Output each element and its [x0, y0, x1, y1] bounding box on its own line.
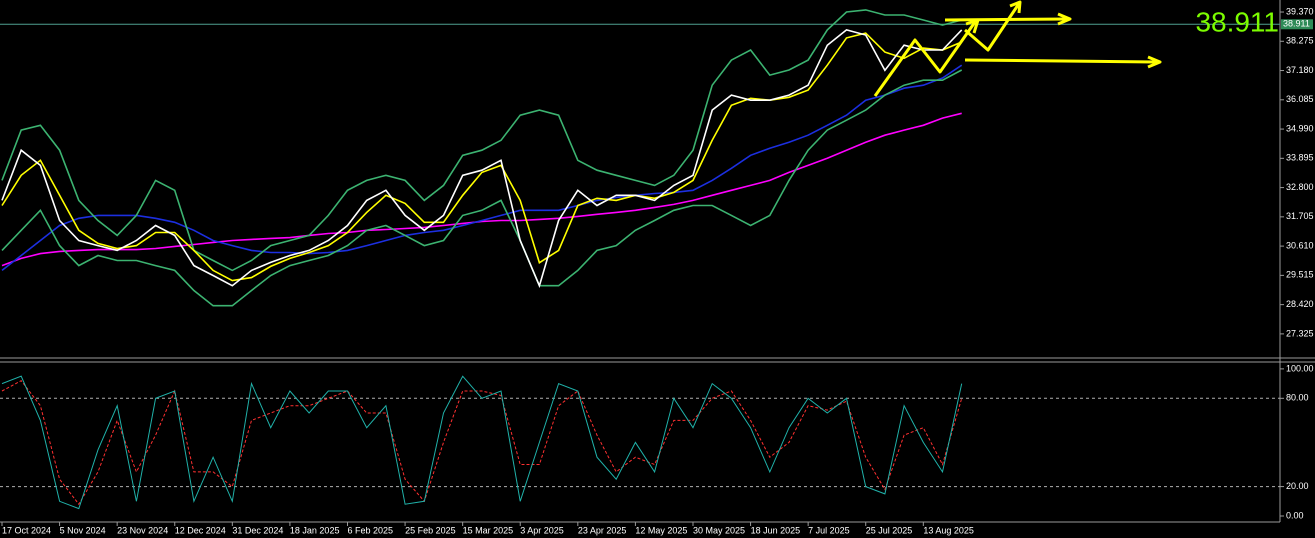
- x-tick-label: 15 Mar 2025: [463, 525, 514, 535]
- y-tick-label: 30.610: [1286, 240, 1314, 250]
- x-tick-label: 7 Jul 2025: [808, 525, 850, 535]
- series-line: [1, 32, 963, 282]
- y-tick-label: 29.515: [1286, 270, 1314, 280]
- x-tick-label: 3 Apr 2025: [520, 525, 564, 535]
- y-tick-label: 80.00: [1286, 393, 1309, 403]
- series-line: [1, 64, 963, 272]
- series-line: [1, 29, 963, 289]
- annotation-zigzag: [873, 21, 977, 97]
- series-line: [1, 112, 962, 267]
- y-tick-label: 37.180: [1286, 65, 1314, 75]
- series-line: [1, 69, 963, 307]
- y-tick-label: 38.275: [1286, 36, 1314, 46]
- x-tick-label: 13 Aug 2025: [923, 525, 974, 535]
- x-tick-label: 5 Nov 2024: [60, 525, 106, 535]
- y-tick-label: 31.705: [1286, 211, 1314, 221]
- y-tick-label: 32.800: [1286, 182, 1314, 192]
- x-tick-label: 23 Apr 2025: [578, 525, 627, 535]
- y-tick-label: 34.990: [1286, 123, 1314, 133]
- x-tick-label: 25 Feb 2025: [405, 525, 456, 535]
- series-line: [1, 380, 963, 506]
- drawn-annotations: [873, 0, 1162, 97]
- y-tick-label: 100.00: [1286, 363, 1314, 373]
- x-tick-label: 18 Jun 2025: [751, 525, 801, 535]
- series-line: [1, 375, 963, 510]
- annotation-arrow: [944, 17, 1069, 22]
- y-tick-label: 36.085: [1286, 94, 1314, 104]
- last-price-label: 38.911: [1283, 19, 1310, 29]
- annotation-arrow: [964, 58, 1159, 64]
- series-line: [1, 9, 962, 272]
- plot-area: 17 Oct 2024 5 Nov 2024 23 Nov 2024 12 Dec 2…: [0, 6, 1314, 535]
- x-tick-label: 23 Nov 2024: [117, 525, 168, 535]
- x-tick-label: 6 Feb 2025: [347, 525, 393, 535]
- y-tick-label: 28.420: [1286, 299, 1314, 309]
- x-tick-label: 17 Oct 2024: [2, 525, 51, 535]
- x-tick-label: 25 Jul 2025: [866, 525, 913, 535]
- annotation-arrowhead: [1057, 12, 1072, 26]
- y-tick-label: 39.370: [1286, 6, 1314, 16]
- x-tick-label: 18 Jan 2025: [290, 525, 340, 535]
- x-tick-label: 31 Dec 2024: [232, 525, 283, 535]
- last-price-big: 38.911: [1195, 6, 1279, 37]
- annotation-arrowhead: [1147, 55, 1162, 69]
- annotation-arrowhead: [1009, 0, 1022, 14]
- last-price-box: [1281, 19, 1313, 30]
- y-tick-label: 20.00: [1286, 481, 1309, 491]
- x-tick-label: 30 May 2025: [693, 525, 745, 535]
- y-tick-label: 33.895: [1286, 153, 1314, 163]
- x-tick-label: 12 May 2025: [635, 525, 687, 535]
- x-tick-label: 12 Dec 2024: [175, 525, 226, 535]
- y-tick-label: 0.00: [1286, 510, 1304, 520]
- y-tick-label: 27.325: [1286, 328, 1314, 338]
